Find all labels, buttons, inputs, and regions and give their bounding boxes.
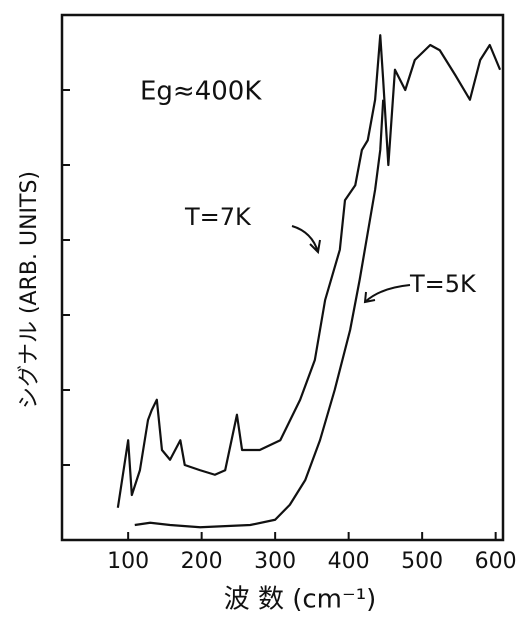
x-tick-label: 600 — [475, 549, 517, 574]
annotation: T=7K — [184, 203, 252, 231]
arrow — [363, 284, 411, 304]
x-tick-label: 500 — [401, 549, 443, 574]
plot-frame — [60, 13, 505, 542]
annotation: T=5K — [409, 270, 477, 298]
arrow — [291, 225, 321, 255]
annotation: Eg≈400K — [140, 77, 262, 107]
data-line — [116, 34, 502, 508]
x-tick-label: 300 — [254, 549, 296, 574]
x-tick-label: 100 — [107, 549, 149, 574]
x-tick-label: 200 — [181, 549, 223, 574]
x-axis-label: 波 数 (cm⁻¹) — [224, 585, 377, 615]
data-line — [134, 99, 385, 529]
x-tick-label: 400 — [328, 549, 370, 574]
y-axis-label: シグナル (ARB. UNITS) — [17, 171, 42, 409]
